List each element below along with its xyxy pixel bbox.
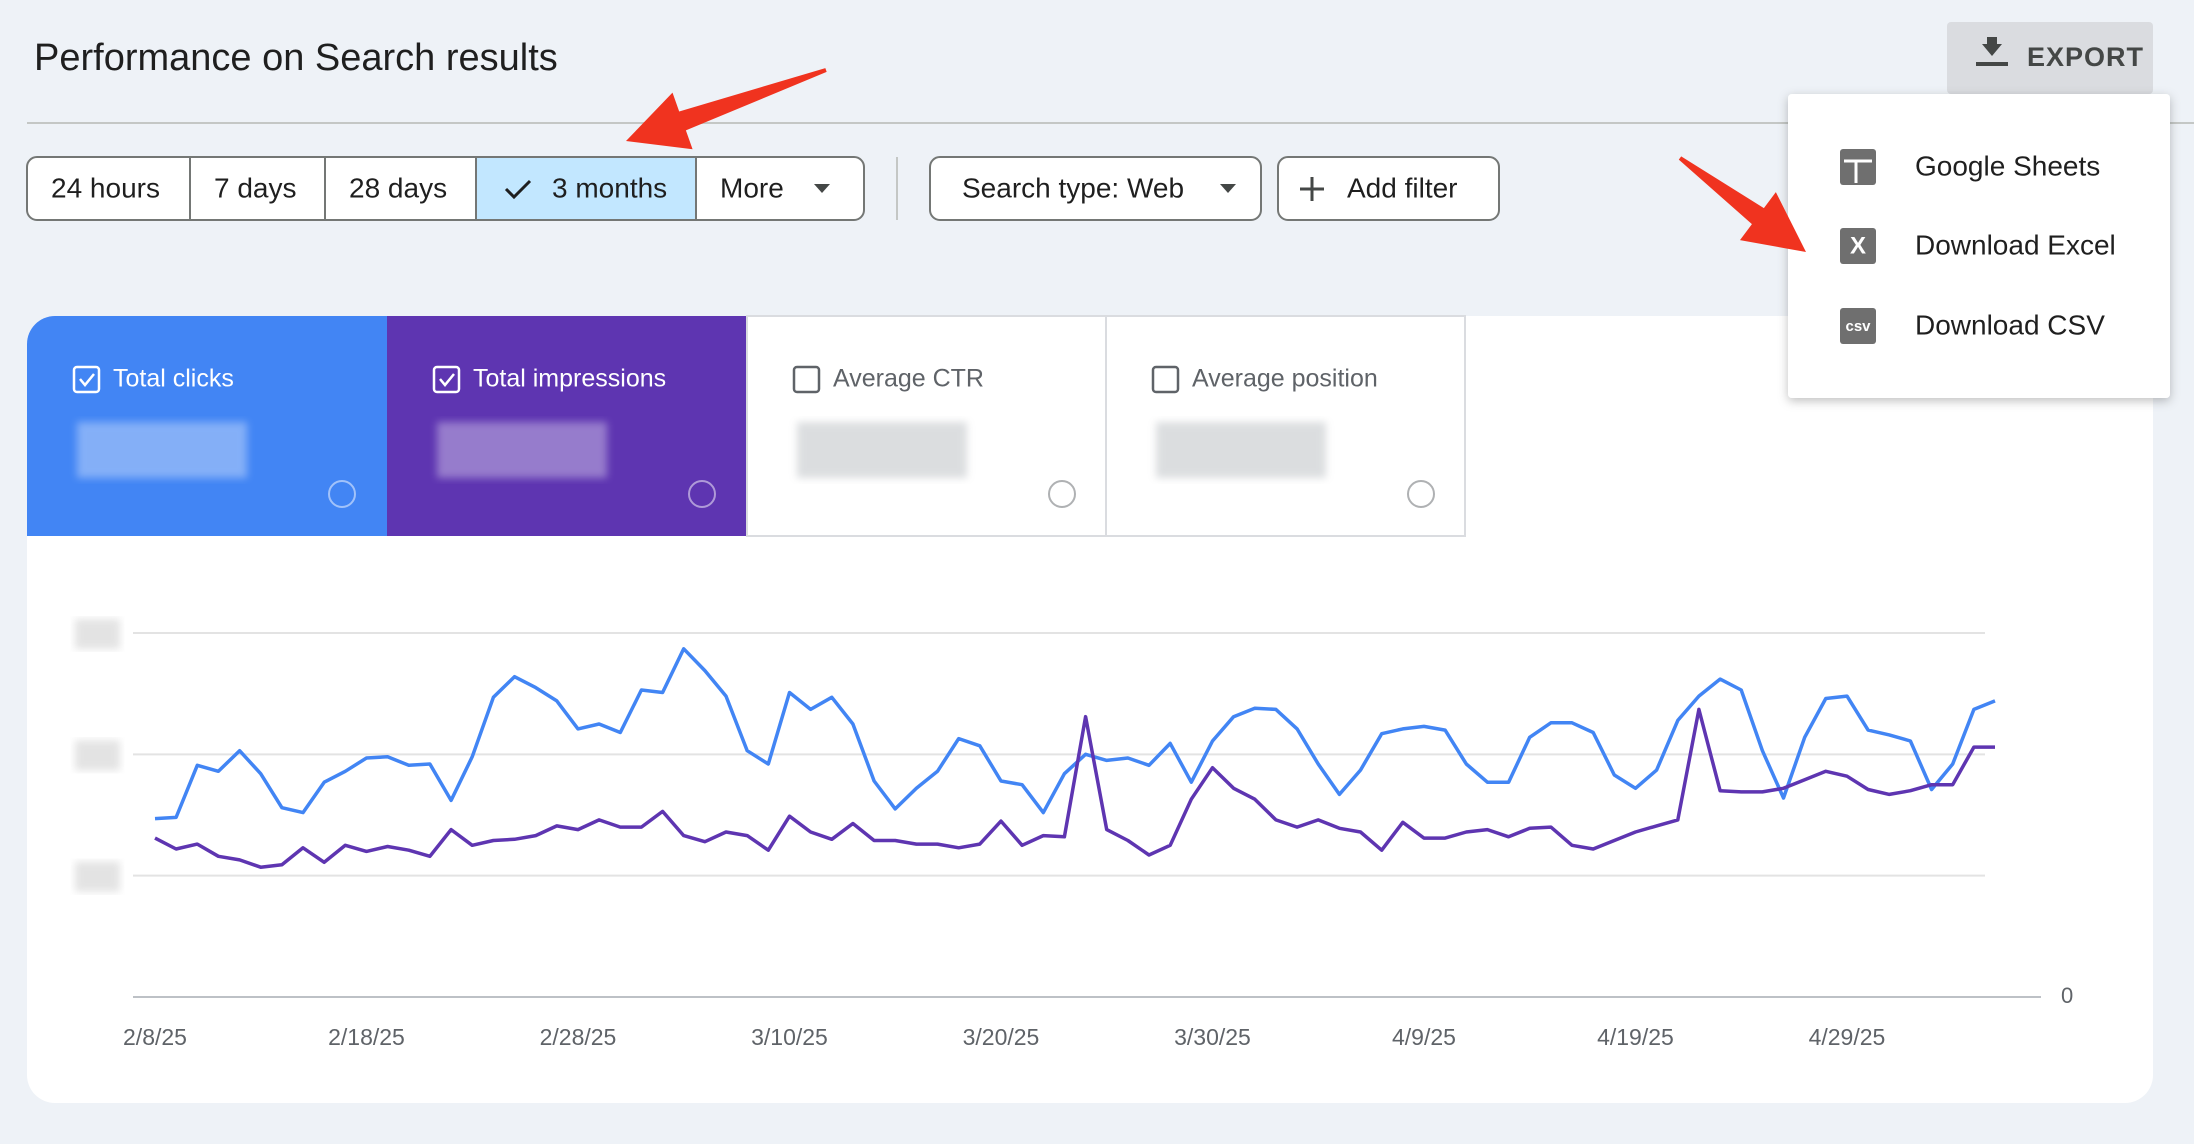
download-icon	[1987, 37, 1997, 47]
menu-item-label: Download Excel	[1915, 229, 2116, 260]
export-label: EXPORT	[2027, 42, 2144, 72]
x-tick-label: 4/9/25	[1392, 1024, 1456, 1050]
date-range-label: 7 days	[214, 172, 297, 203]
menu-icon-label: csv	[1845, 318, 1871, 335]
menu-bg	[1788, 94, 2170, 398]
date-range-option[interactable]: 3 months	[475, 157, 696, 220]
date-range-option[interactable]: 28 days	[324, 157, 447, 220]
checkbox	[792, 365, 821, 394]
menu-icon	[1840, 308, 1876, 344]
redacted-value	[1156, 422, 1326, 478]
red-arrow	[1678, 156, 1806, 252]
card-label: Average CTR	[833, 365, 984, 393]
check-icon	[504, 179, 532, 200]
annotations	[626, 68, 1806, 252]
series-line	[154, 647, 1996, 821]
x-tick-label: 3/30/25	[1174, 1024, 1251, 1050]
menu-icon	[1840, 149, 1876, 185]
date-range-option[interactable]: 7 days	[189, 157, 297, 220]
menu-item-label: Download CSV	[1915, 309, 2105, 340]
y2-tick-label: 0	[2061, 983, 2073, 1008]
x-tick-label: 3/20/25	[963, 1024, 1040, 1050]
plus-icon	[1300, 177, 1324, 201]
dropdown-caret	[1220, 184, 1236, 193]
x-tick-label: 2/8/25	[123, 1024, 187, 1050]
series-line	[154, 707, 1995, 869]
download-icon	[1976, 38, 2008, 66]
chart: 0 2/8/25 2/18/25 2/28/25 3/10/25 3/20/25 3/30/…	[75, 619, 2073, 1050]
x-tick-label: 2/18/25	[328, 1024, 405, 1050]
menu-item-label: Google Sheets	[1915, 150, 2100, 181]
help-icon	[1048, 480, 1076, 508]
menu-item[interactable]: X Download Excel	[1840, 228, 2116, 264]
card-label: Average position	[1192, 365, 1378, 393]
checkbox	[72, 365, 101, 394]
metric-cards: Total clicks Total impressions Average CTR…	[27, 315, 1466, 537]
date-range-option[interactable]: More	[695, 157, 830, 220]
x-tick-label: 4/19/25	[1597, 1024, 1674, 1050]
menu-icon-label: X	[1850, 232, 1866, 259]
selected-bg	[476, 158, 696, 219]
export-button[interactable]: EXPORT	[1947, 22, 2153, 94]
redacted-tick	[75, 619, 120, 649]
filter-chip[interactable]: Search type: Web	[929, 156, 1262, 221]
x-tick-label: 2/28/25	[540, 1024, 617, 1050]
checkbox	[432, 365, 461, 394]
redacted-value	[797, 422, 967, 478]
date-range-option[interactable]: 24 hours	[51, 172, 160, 203]
date-range-label: 24 hours	[51, 172, 160, 203]
help-icon	[328, 480, 356, 508]
card-label: Total impressions	[473, 365, 666, 393]
redacted-tick	[75, 861, 120, 892]
chip-label: Add filter	[1347, 172, 1458, 203]
export-button-bg	[1947, 22, 2153, 94]
date-range-label: 28 days	[349, 172, 447, 203]
metric-card[interactable]: Average CTR	[746, 315, 1107, 537]
x-tick-label: 4/29/25	[1809, 1024, 1886, 1050]
x-tick-label: 3/10/25	[751, 1024, 828, 1050]
date-range-label: More	[720, 172, 784, 203]
chip-bg	[1277, 156, 1500, 221]
card-label: Total clicks	[113, 365, 234, 393]
chip-bg	[929, 156, 1262, 221]
red-arrow	[626, 68, 827, 150]
page-title: Performance on Search results	[34, 37, 558, 79]
dropdown-caret	[814, 184, 830, 193]
menu-item[interactable]: csv Download CSV	[1840, 308, 2105, 344]
redacted-value	[437, 422, 607, 478]
export-menu: Google Sheets X Download Excel csv Download …	[1788, 94, 2170, 398]
checkbox-tick	[439, 373, 455, 387]
metric-card[interactable]: Average position	[1105, 315, 1466, 537]
toolbar: 24 hours 7 days 28 days 3 months More Search …	[26, 156, 1500, 221]
sheets-icon-grid	[1844, 159, 1872, 183]
filter-chip[interactable]: Add filter	[1277, 156, 1500, 221]
date-range-label: 3 months	[552, 172, 667, 203]
redacted-tick	[75, 740, 120, 771]
menu-item[interactable]: Google Sheets	[1840, 149, 2100, 185]
help-icon	[1407, 480, 1435, 508]
checkbox-tick	[79, 373, 95, 387]
chip-label: Search type: Web	[962, 172, 1184, 203]
checkbox	[1151, 365, 1180, 394]
metric-card[interactable]: Total clicks	[27, 316, 387, 536]
help-icon	[688, 480, 716, 508]
metric-card[interactable]: Total impressions	[387, 316, 747, 536]
redacted-value	[77, 422, 247, 478]
menu-icon	[1840, 228, 1876, 264]
